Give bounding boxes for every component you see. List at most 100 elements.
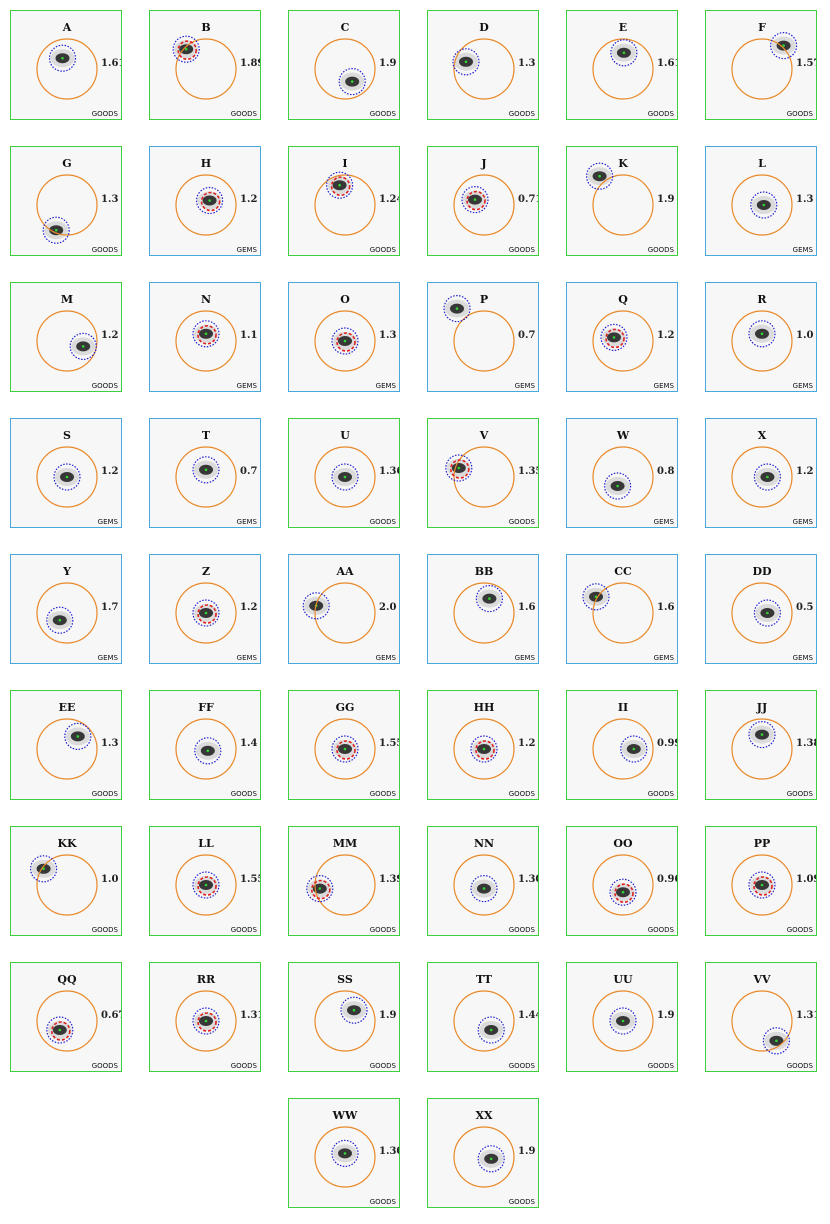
panel: Q 1.2 GEMS [566, 282, 678, 392]
panel: X 1.2 GEMS [705, 418, 817, 528]
source-position-marker [782, 44, 785, 47]
source-position-marker [350, 80, 354, 83]
source-position-marker [612, 336, 616, 339]
redshift-value: 1.9 [657, 1010, 675, 1021]
blue-dotted-circle [192, 456, 220, 484]
cutout-image [585, 162, 654, 236]
panel-label: EE [58, 701, 76, 714]
survey-label: GOODS [369, 790, 396, 798]
redshift-value: 1.9 [379, 58, 397, 69]
panel: Y 1.7 GEMS [10, 554, 122, 664]
survey-label: GOODS [91, 246, 118, 254]
survey-label: GOODS [230, 1062, 257, 1070]
survey-label: GOODS [508, 518, 535, 526]
orange-circle [175, 310, 237, 372]
survey-label: GOODS [508, 1062, 535, 1070]
redshift-value: 1.0 [796, 330, 814, 341]
panel-label: M [60, 293, 74, 306]
source-position-marker [184, 47, 188, 51]
redshift-value: 1.3 [796, 194, 814, 205]
redshift-value: 1.2 [101, 330, 119, 341]
panel-label: X [757, 429, 767, 442]
redshift-value: 1.39 [379, 874, 399, 885]
survey-label: GOODS [647, 790, 674, 798]
redshift-value: 0.67 [101, 1010, 121, 1021]
panel-label: H [200, 157, 212, 170]
orange-circle [314, 990, 376, 1052]
red-dashed-circle [449, 459, 470, 479]
source-position-marker [208, 199, 211, 202]
source-position-marker [473, 198, 477, 201]
survey-label: GOODS [647, 246, 674, 254]
orange-circle [314, 1126, 376, 1188]
panel-label: C [340, 21, 350, 34]
blue-dotted-circle [762, 1027, 791, 1055]
panel-label: PP [753, 837, 771, 850]
source-position-marker [622, 51, 626, 55]
orange-circle [36, 854, 98, 916]
panel: G 1.3 GOODS [10, 146, 122, 256]
redshift-value: 1.1 [240, 330, 258, 341]
cutout-image [731, 718, 793, 780]
source-position-marker [343, 747, 347, 751]
redshift-value: 1.3 [379, 330, 397, 341]
survey-label: GOODS [369, 1198, 396, 1206]
panel: WW 1.30 GOODS [288, 1098, 400, 1208]
cutout-image [314, 990, 376, 1052]
blue-dotted-circle [325, 171, 354, 199]
blue-dotted-circle [470, 735, 498, 763]
survey-label: GOODS [91, 382, 118, 390]
panel-label: J [481, 157, 487, 170]
source-position-marker [488, 597, 491, 600]
blue-dotted-circle [69, 332, 97, 361]
panel: U 1.36 GOODS [288, 418, 400, 528]
survey-label: GEMS [236, 382, 257, 390]
blue-dotted-circle [64, 722, 92, 751]
cutout-image [443, 295, 515, 372]
survey-label: GOODS [647, 926, 674, 934]
source-position-marker [338, 183, 341, 187]
cutout-image [314, 171, 376, 236]
panel: I 1.24 GOODS [288, 146, 400, 256]
cutout-image [731, 582, 793, 644]
survey-label: GEMS [97, 654, 118, 662]
panel: K 1.9 GOODS [566, 146, 678, 256]
orange-circle [592, 38, 654, 100]
source-position-marker [352, 1008, 356, 1012]
survey-label: GEMS [375, 382, 396, 390]
survey-label: GOODS [91, 926, 118, 934]
panel-label: V [479, 429, 489, 442]
blue-dotted-circle [46, 1016, 74, 1044]
blue-dotted-circle [769, 31, 798, 60]
survey-label: GEMS [792, 518, 813, 526]
panel: HH 1.2 GOODS [427, 690, 539, 800]
red-dashed-circle [197, 876, 217, 896]
blue-dotted-circle [48, 44, 77, 72]
source-position-marker [489, 1028, 493, 1032]
panel-label: VV [753, 973, 771, 986]
panel: QQ 0.67 GOODS [10, 962, 122, 1072]
red-dashed-circle [466, 190, 486, 211]
orange-circle [731, 446, 793, 508]
cutout-image [36, 718, 98, 780]
redshift-value: 1.3 [101, 738, 119, 749]
redshift-value: 1.2 [240, 602, 258, 613]
orange-circle [592, 718, 654, 780]
blue-dotted-circle [753, 463, 782, 491]
survey-label: GEMS [514, 382, 535, 390]
orange-circle [175, 38, 237, 100]
cutout-image [175, 718, 237, 780]
orange-circle [731, 990, 793, 1052]
panel-label: WW [332, 1109, 358, 1122]
source-position-marker [58, 618, 62, 622]
redshift-value: 0.71 [518, 194, 538, 205]
panel: W 0.8 GEMS [566, 418, 678, 528]
orange-circle [314, 174, 376, 236]
survey-label: GOODS [786, 790, 813, 798]
cutout-image [36, 446, 98, 508]
cutout-image [175, 446, 237, 508]
survey-label: GOODS [369, 110, 396, 118]
redshift-value: 1.7 [101, 602, 119, 613]
panel: UU 1.9 GOODS [566, 962, 678, 1072]
panel: FF 1.4 GOODS [149, 690, 261, 800]
